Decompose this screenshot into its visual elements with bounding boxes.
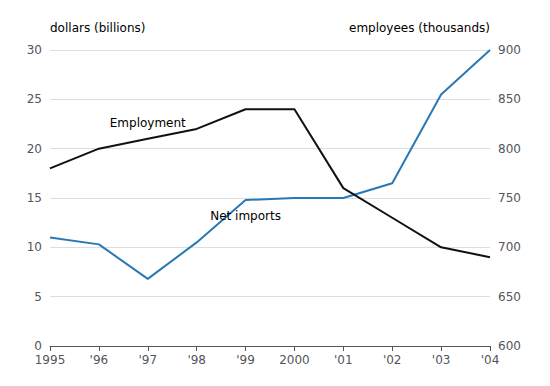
svg-text:1995: 1995 (35, 353, 66, 367)
svg-text:750: 750 (498, 191, 521, 205)
svg-text:'02: '02 (383, 353, 402, 367)
svg-text:25: 25 (27, 92, 42, 106)
svg-text:15: 15 (27, 191, 42, 205)
svg-text:'03: '03 (432, 353, 451, 367)
svg-text:Net imports: Net imports (210, 209, 281, 223)
svg-text:Employment: Employment (110, 116, 186, 130)
svg-text:'04: '04 (481, 353, 500, 367)
svg-text:5: 5 (34, 290, 42, 304)
svg-text:2000: 2000 (279, 353, 310, 367)
svg-text:650: 650 (498, 290, 521, 304)
svg-text:30: 30 (27, 43, 42, 57)
svg-text:'99: '99 (236, 353, 255, 367)
svg-text:'98: '98 (187, 353, 206, 367)
svg-text:600: 600 (498, 339, 521, 353)
svg-text:10: 10 (27, 240, 42, 254)
svg-text:'97: '97 (138, 353, 157, 367)
svg-text:employees (thousands): employees (thousands) (349, 21, 490, 35)
svg-text:900: 900 (498, 43, 521, 57)
svg-text:700: 700 (498, 240, 521, 254)
svg-text:20: 20 (27, 142, 42, 156)
svg-text:'96: '96 (90, 353, 109, 367)
svg-text:dollars (billions): dollars (billions) (50, 21, 146, 35)
svg-text:800: 800 (498, 142, 521, 156)
svg-text:850: 850 (498, 92, 521, 106)
svg-text:0: 0 (34, 339, 42, 353)
svg-text:'01: '01 (334, 353, 353, 367)
